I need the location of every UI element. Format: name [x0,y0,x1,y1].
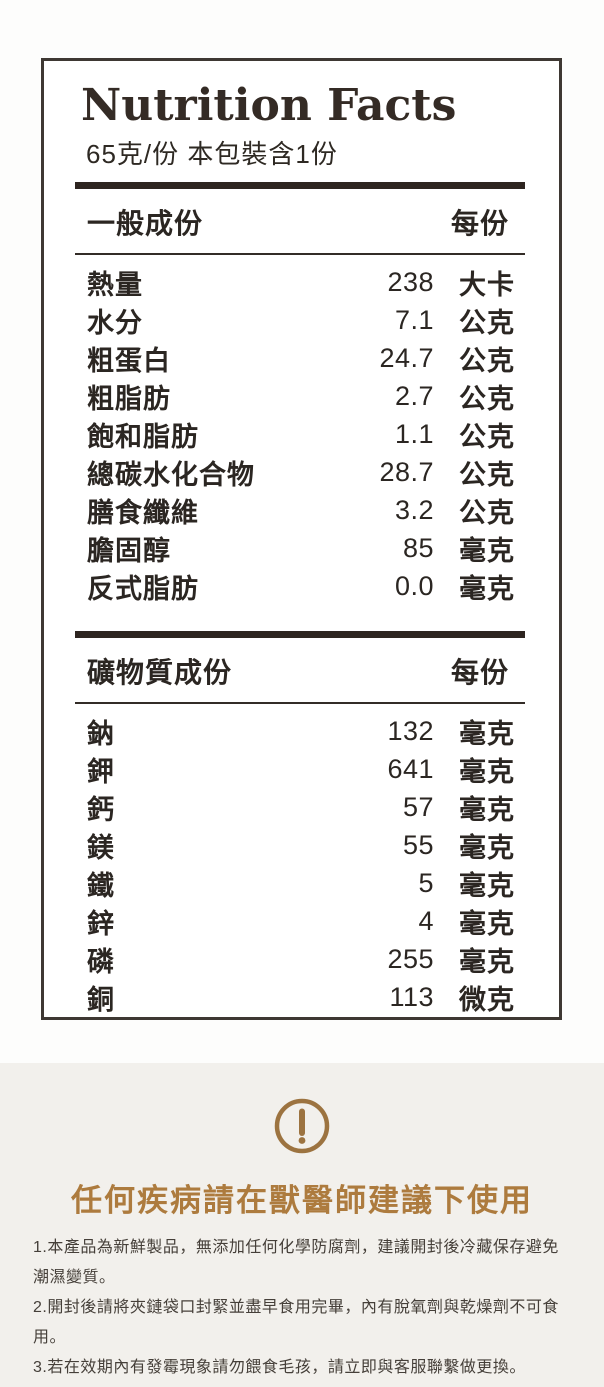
nutrient-unit: 毫克 [459,832,515,863]
nutrient-unit: 毫克 [459,718,515,749]
nutrient-name: 熱量 [87,269,143,300]
nutrient-unit: 大卡 [459,269,515,300]
advisory-notes: 1.本產品為新鮮製品，無添加任何化學防腐劑，建議開封後冷藏保存避免潮濕變質。 2… [33,1233,574,1387]
nutrient-unit: 毫克 [459,870,515,901]
nutrient-value: 5 [418,867,434,898]
nutrient-unit: 公克 [459,459,515,490]
nutrient-row: 反式脂肪 0.0 毫克 [75,567,525,605]
serving-info: 65克/份 本包裝含1份 [86,139,338,169]
nutrient-name: 膽固醇 [87,535,171,566]
nutrient-name: 鐵 [87,870,115,901]
nutrient-value: 4 [418,905,434,936]
advisory-note: 1.本產品為新鮮製品，無添加任何化學防腐劑，建議開封後冷藏保存避免潮濕變質。 [33,1239,559,1286]
divider-thick [75,182,525,189]
nutrient-row: 鈣 57 毫克 [75,788,525,826]
nutrient-value: 2.7 [394,380,434,411]
nutrient-name: 反式脂肪 [87,573,199,604]
nutrient-value: 255 [387,943,434,974]
nutrient-unit: 毫克 [459,573,515,604]
advisory-note: 2.開封後請將夾鏈袋口封緊並盡早食用完畢，內有脫氧劑與乾燥劑不可食用。 [33,1299,559,1346]
nutrient-value: 641 [387,753,434,784]
nutrient-name: 銅 [87,984,115,1015]
advisory-note: 3.若在效期內有發霉現象請勿餵食毛孩，請立即與客服聯繫做更換。 [33,1359,526,1376]
nutrient-unit: 公克 [459,497,515,528]
nutrient-name: 粗脂肪 [87,383,171,414]
nutrient-name: 鋅 [87,908,115,939]
nutrient-value: 55 [402,829,434,860]
nutrient-value: 1.1 [394,418,434,449]
nutrient-unit: 毫克 [459,756,515,787]
nutrient-unit: 公克 [459,345,515,376]
nutrient-value: 113 [389,981,434,1012]
nutrient-row: 熱量 238 大卡 [75,263,525,301]
nutrient-unit: 公克 [459,383,515,414]
nutrient-row: 飽和脂肪 1.1 公克 [75,415,525,453]
divider-thick [75,631,525,638]
nutrient-value: 28.7 [379,456,434,487]
nutrient-name: 鉀 [87,756,115,787]
nutrient-row: 銅 113 微克 [75,978,525,1016]
nutrient-name: 膳食纖維 [87,497,199,528]
nutrient-row: 水分 7.1 公克 [75,301,525,339]
advisory-section: 任何疾病請在獸醫師建議下使用 1.本產品為新鮮製品，無添加任何化學防腐劑，建議開… [0,1063,604,1387]
nutrition-title: Nutrition Facts [81,80,457,131]
general-nutrient-rows: 熱量 238 大卡 水分 7.1 公克 粗蛋白 24.7 公克 粗脂肪 2.7 … [75,255,525,605]
alert-circle-icon [273,1097,331,1155]
advisory-heading: 任何疾病請在獸醫師建議下使用 [71,1183,533,1218]
nutrient-row: 粗脂肪 2.7 公克 [75,377,525,415]
nutrient-name: 鎂 [87,832,115,863]
section-header-minerals: 礦物質成份 每份 [75,638,525,702]
nutrient-row: 鎂 55 毫克 [75,826,525,864]
nutrient-name: 水分 [87,307,143,338]
nutrient-name: 粗蛋白 [87,345,171,376]
nutrient-value: 3.2 [394,494,434,525]
per-serving-label: 每份 [450,208,509,239]
nutrient-row: 膳食纖維 3.2 公克 [75,491,525,529]
nutrient-unit: 毫克 [459,946,515,977]
section-title: 一般成份 [87,208,204,239]
nutrient-row: 鈉 132 毫克 [75,712,525,750]
nutrient-value: 85 [402,532,434,563]
nutrient-value: 24.7 [379,342,434,373]
nutrient-name: 飽和脂肪 [87,421,199,452]
nutrition-facts-card: Nutrition Facts 65克/份 本包裝含1份 一般成份 每份 熱量 … [41,58,562,1020]
nutrient-value: 238 [387,266,434,297]
per-serving-label: 每份 [450,657,509,688]
divider-thin [75,702,525,704]
nutrient-row: 磷 255 毫克 [75,940,525,978]
nutrient-unit: 公克 [459,307,515,338]
nutrient-value: 132 [387,715,434,746]
nutrient-name: 總碳水化合物 [87,459,255,490]
nutrient-name: 鈣 [87,794,115,825]
nutrient-name: 鈉 [87,718,115,749]
nutrient-name: 磷 [87,946,115,977]
advisory-note: 4.任何零食建議在飼主看管下食用，確保毛孩食用安全。 [33,1383,574,1387]
nutrient-row: 鉀 641 毫克 [75,750,525,788]
nutrient-row: 粗蛋白 24.7 公克 [75,339,525,377]
nutrient-unit: 毫克 [459,908,515,939]
nutrient-row: 總碳水化合物 28.7 公克 [75,453,525,491]
nutrient-unit: 毫克 [459,535,515,566]
mineral-nutrient-rows: 鈉 132 毫克 鉀 641 毫克 鈣 57 毫克 鎂 55 毫克 鐵 5 毫克… [75,704,525,1016]
nutrient-unit: 微克 [459,984,515,1015]
nutrient-value: 0.0 [394,570,434,601]
nutrient-row: 鐵 5 毫克 [75,864,525,902]
nutrient-row: 鋅 4 毫克 [75,902,525,940]
section-title: 礦物質成份 [87,657,233,688]
nutrient-unit: 毫克 [459,794,515,825]
divider-thin [75,253,525,255]
section-header-general: 一般成份 每份 [75,189,525,253]
nutrient-value: 57 [402,791,434,822]
nutrient-unit: 公克 [459,421,515,452]
nutrient-value: 7.1 [394,304,434,335]
nutrient-row: 膽固醇 85 毫克 [75,529,525,567]
